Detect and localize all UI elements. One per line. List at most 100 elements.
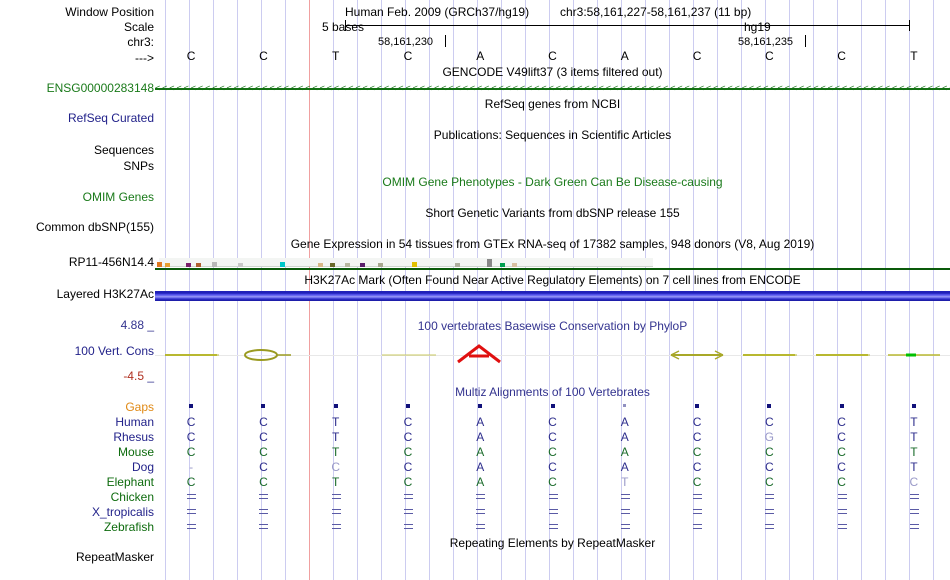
gtex-tissue-tick-12 [412,262,417,267]
caption-gtex: Gene Expression in 54 tissues from GTEx … [290,237,815,251]
multiz-base-human-6: A [620,415,629,429]
h3k27ac-signal-band[interactable] [155,291,950,301]
track-label-snps[interactable]: SNPs [123,159,154,173]
track-label-omim-genes[interactable]: OMIM Genes [82,190,154,204]
multiz-unaligned-mark [259,524,269,529]
ruler-base-0: C [186,49,196,63]
gtex-tissue-tick-1 [165,263,170,267]
caption-phylop: 100 vertebrates Basewise Conservation by… [417,319,688,333]
conservation-max-value: 4.88 [120,318,144,332]
multiz-base-human-2: T [332,415,340,429]
multiz-unaligned-mark [476,524,486,529]
caption-repeatmasker: Repeating Elements by RepeatMasker [449,536,656,550]
multiz-base-human-5: C [548,415,557,429]
multiz-base-mouse-10: T [910,445,918,459]
species-label-elephant[interactable]: Elephant [106,475,154,489]
position-tick-2 [805,35,806,47]
multiz-base-elephant-1: C [259,475,268,489]
species-label-dog[interactable]: Dog [131,460,154,474]
species-label-chicken[interactable]: Chicken [110,490,154,504]
species-label-zebrafish[interactable]: Zebrafish [103,520,154,534]
gap-mark-9 [839,404,844,408]
position-tick-label-2: 58,161,235 [738,36,794,48]
multiz-base-dog-8: C [764,460,774,474]
track-label-sequences[interactable]: Sequences [93,143,154,157]
multiz-base-elephant-6: T [621,475,629,489]
gtex-tissue-tick-11 [378,263,383,267]
gtex-tissue-tick-16 [512,263,517,267]
track-label-100-vert-cons[interactable]: 100 Vert. Cons [74,344,154,358]
multiz-base-dog-9: C [837,460,846,474]
phylop-glyph-1[interactable] [233,340,293,364]
multiz-unaligned-mark [620,509,630,514]
species-label-x-tropicalis[interactable]: X_tropicalis [91,505,154,519]
gencode-strand-arrows: <<<<<<<<<<<<<<<<<<<<<<<<<<<<<<<<<<<<<<<<… [155,84,950,93]
multiz-base-dog-4: A [476,460,485,474]
track-label-rp11-456n14-4[interactable]: RP11-456N14.4 [68,255,154,269]
gencode-gene-line[interactable] [155,88,950,90]
conservation-midline [155,355,950,356]
label-strand: ---> [135,51,154,65]
gap-mark-7 [695,404,700,408]
multiz-base-human-4: A [476,415,485,429]
multiz-unaligned-mark [331,494,341,499]
species-label-human[interactable]: Human [115,415,154,429]
species-label-mouse[interactable]: Mouse [117,445,154,459]
multiz-base-elephant-2: T [332,475,340,489]
ruler-base-2: T [332,49,340,63]
multiz-base-elephant-10: C [909,475,919,489]
phylop-glyph-9[interactable] [812,340,872,364]
conservation-max-tick: _ [147,318,154,332]
track-label-gencode[interactable]: ENSG00000283148 [46,81,154,95]
gtex-baseline [155,268,950,270]
multiz-base-rhesus-3: C [403,430,413,444]
track-label-common-dbsnp[interactable]: Common dbSNP(155) [35,220,154,234]
ruler-base-6: A [620,49,629,63]
gap-mark-0 [189,404,194,408]
caption-gencode: GENCODE V49lift37 (3 items filtered out) [442,65,663,79]
multiz-unaligned-mark [403,524,413,529]
ruler-base-5: C [548,49,557,63]
multiz-base-mouse-8: C [764,445,774,459]
ruler-base-9: C [837,49,846,63]
multiz-unaligned-mark [765,524,775,529]
phylop-glyph-8[interactable] [739,340,799,364]
multiz-unaligned-mark [837,509,847,514]
phylop-glyph-4[interactable] [450,340,510,364]
gtex-tissue-tick-4 [212,262,217,267]
multiz-base-human-9: C [837,415,846,429]
gap-mark-10 [911,404,916,408]
caption-publications: Publications: Sequences in Scientific Ar… [433,128,672,142]
track-label-repeatmasker[interactable]: RepeatMasker [75,550,154,564]
phylop-glyph-10[interactable] [884,340,944,364]
gtex-expression-box[interactable] [159,258,653,267]
position-title: chr3:58,161,227-58,161,237 (11 bp) [560,5,752,19]
multiz-unaligned-mark [909,494,919,499]
caption-h3k27ac: H3K27Ac Mark (Often Found Near Active Re… [304,273,801,287]
species-label-rhesus[interactable]: Rhesus [113,430,154,444]
position-tick-label-1: 58,161,230 [378,36,434,48]
track-label-layered-h3k27ac[interactable]: Layered H3K27Ac [56,287,154,301]
multiz-base-dog-10: T [910,460,918,474]
gtex-tissue-tick-15 [500,263,505,267]
track-label-refseq[interactable]: RefSeq Curated [67,111,154,125]
multiz-base-dog-5: C [548,460,557,474]
track-data-area[interactable]: <<<<<<<<<<<<<<<<<<<<<<<<<<<<<<<<<<<<<<<<… [155,0,950,580]
multiz-base-elephant-8: C [764,475,774,489]
multiz-unaligned-mark [403,509,413,514]
ruler-base-4: A [476,49,485,63]
phylop-glyph-3[interactable] [378,340,438,364]
phylop-glyph-0[interactable] [161,340,221,364]
multiz-unaligned-mark [909,524,919,529]
conservation-min-tick: _ [147,369,154,383]
multiz-base-rhesus-9: C [837,430,846,444]
multiz-base-elephant-3: C [403,475,413,489]
gap-mark-2 [333,404,338,408]
multiz-base-rhesus-5: C [548,430,557,444]
multiz-unaligned-mark [693,509,703,514]
multiz-base-dog-2: C [331,460,340,474]
multiz-unaligned-mark [331,524,341,529]
multiz-base-mouse-2: T [332,445,340,459]
multiz-base-human-8: C [764,415,774,429]
phylop-glyph-7[interactable] [667,340,727,364]
